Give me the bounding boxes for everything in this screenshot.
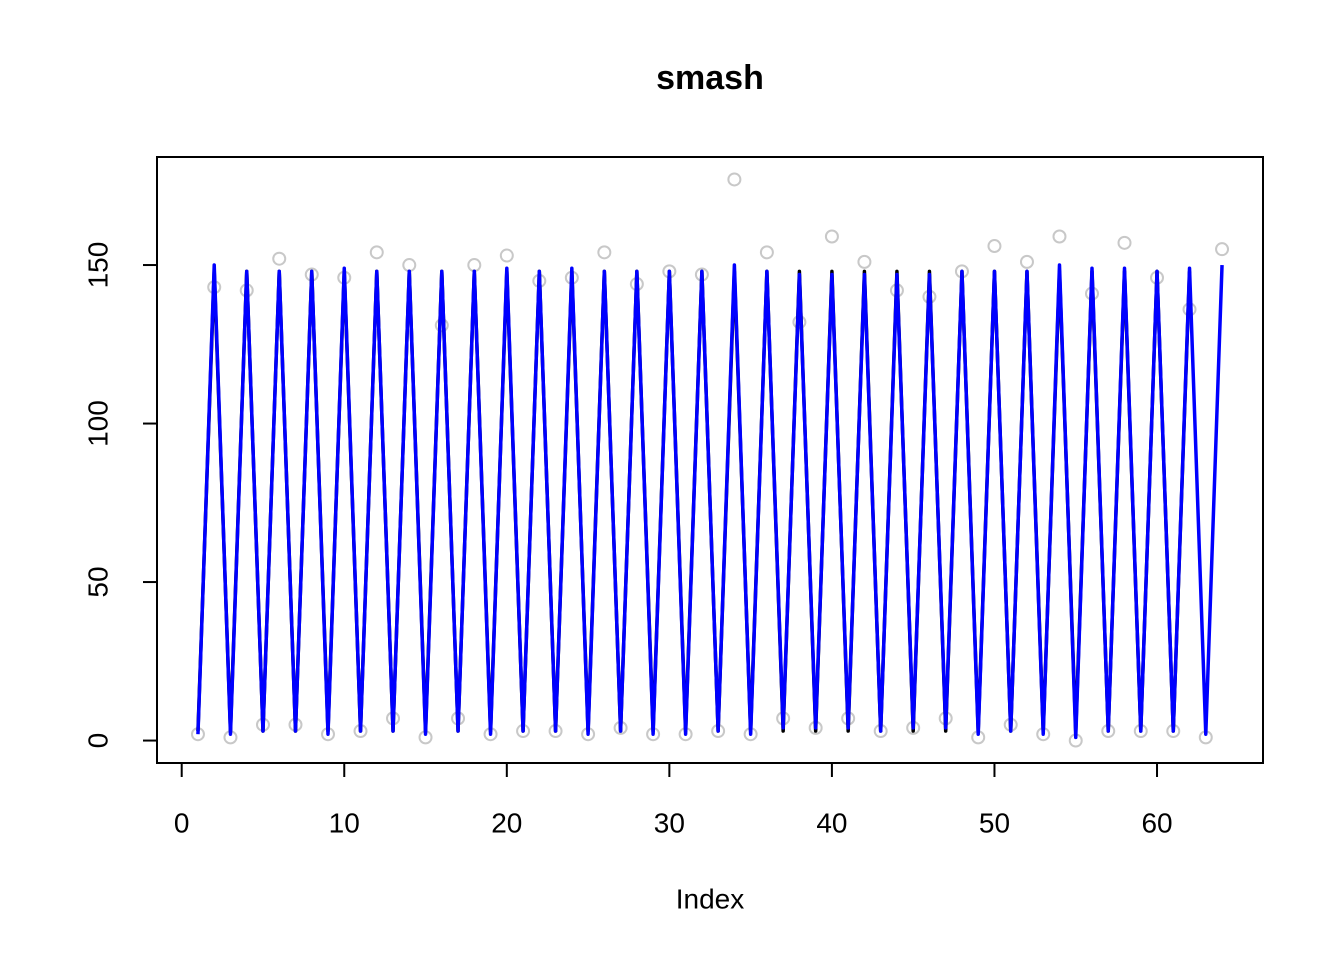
y-tick-label: 0: [82, 733, 113, 749]
data-point: [272, 251, 287, 266]
x-tick-label: 50: [979, 807, 1010, 838]
x-tick-label: 20: [491, 807, 522, 838]
data-point: [1117, 235, 1132, 250]
x-axis-label: Index: [676, 883, 745, 914]
data-point: [402, 258, 417, 273]
chart-title: smash: [656, 59, 764, 97]
data-point: [597, 245, 612, 260]
data-point: [369, 245, 384, 260]
y-tick-label: 50: [82, 566, 113, 597]
x-tick-label: 30: [654, 807, 685, 838]
data-point: [824, 229, 839, 244]
data-point: [759, 245, 774, 260]
data-point: [467, 258, 482, 273]
data-point: [1052, 229, 1067, 244]
data-point: [727, 172, 742, 187]
data-point: [987, 239, 1002, 254]
data-point: [857, 254, 872, 269]
data-point: [1215, 242, 1230, 257]
x-tick-label: 10: [329, 807, 360, 838]
data-point: [1019, 254, 1034, 269]
x-tick-label: 0: [174, 807, 190, 838]
y-tick-label: 100: [82, 400, 113, 447]
data-line: [196, 263, 1224, 740]
x-tick-label: 60: [1141, 807, 1172, 838]
x-tick-label: 40: [816, 807, 847, 838]
y-tick-label: 150: [82, 242, 113, 289]
data-point: [499, 248, 514, 263]
